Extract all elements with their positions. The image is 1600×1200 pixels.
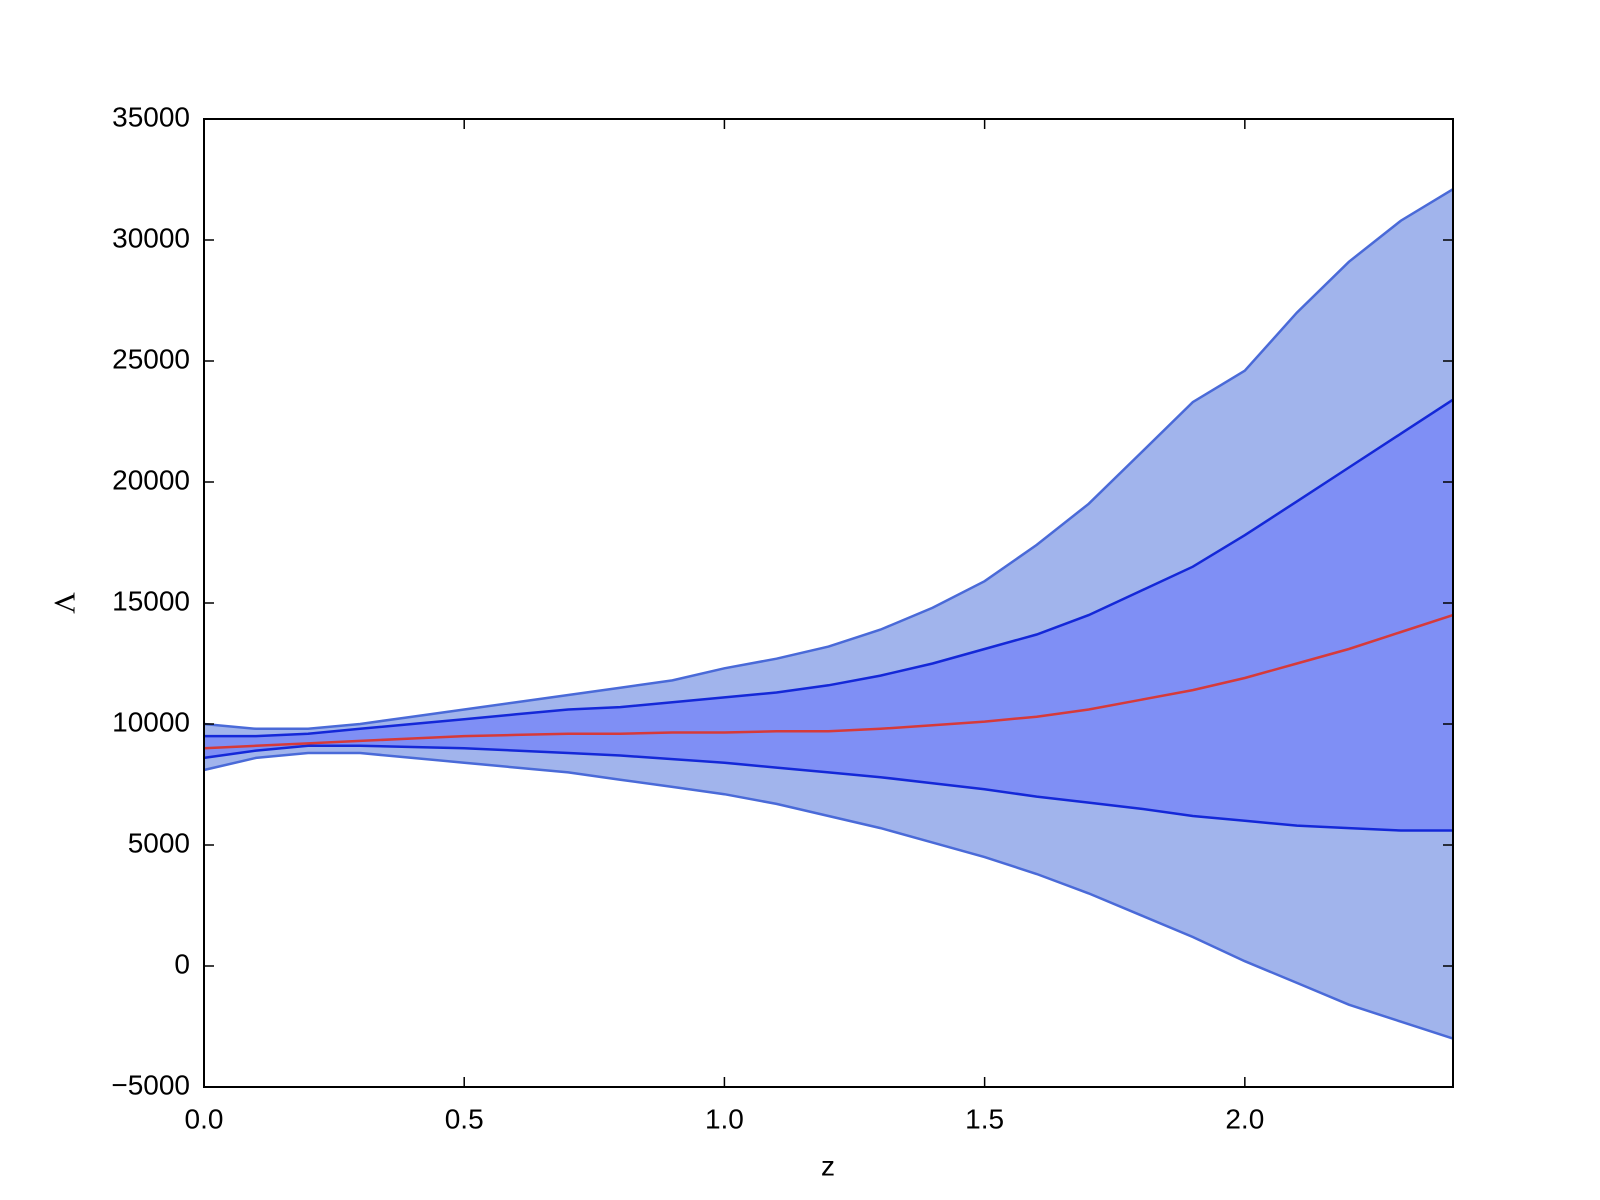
y-tick-label: 25000 (112, 343, 190, 374)
y-tick-label: 0 (174, 948, 190, 979)
x-tick-label: 2.0 (1225, 1103, 1264, 1134)
band-edge (203, 744, 1453, 832)
y-tick-label: 15000 (112, 585, 190, 616)
x-tick-label: 0.0 (185, 1103, 224, 1134)
band-edge (203, 751, 1454, 1040)
band-area (204, 399, 1453, 831)
y-tick-label: −5000 (111, 1069, 190, 1100)
band-edge (204, 398, 1454, 738)
y-tick-label: 35000 (112, 101, 190, 132)
x-axis-label: z (821, 1150, 835, 1181)
x-tick-label: 1.5 (965, 1103, 1004, 1134)
x-tick-label: 1.0 (705, 1103, 744, 1134)
y-axis-label: V (48, 592, 81, 614)
y-tick-label: 20000 (112, 464, 190, 495)
line (203, 613, 1454, 750)
y-tick-label: 10000 (112, 706, 190, 737)
band-edge (203, 188, 1454, 731)
band-area (204, 189, 1453, 1039)
y-tick-label: 30000 (112, 222, 190, 253)
x-tick-label: 0.5 (445, 1103, 484, 1134)
y-tick-label: 5000 (128, 827, 190, 858)
